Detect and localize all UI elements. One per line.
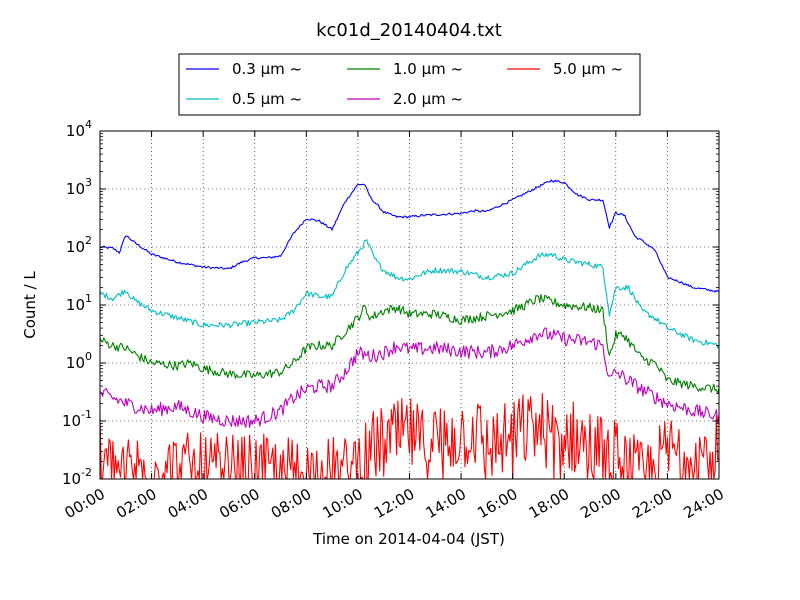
series-line-2	[99, 239, 720, 349]
x-tick-label: 06:00	[216, 485, 262, 522]
x-tick-label: 08:00	[268, 485, 314, 522]
legend-label: 5.0 μm ~	[553, 60, 623, 78]
series-line-3	[99, 294, 720, 394]
y-tick-label: 102	[66, 234, 92, 256]
x-tick-label: 22:00	[629, 485, 675, 522]
x-tick-label: 10:00	[319, 485, 365, 522]
y-tick-label: 104	[66, 118, 92, 140]
plot-series	[99, 179, 720, 480]
axis-ticks	[99, 130, 720, 480]
x-tick-label: 24:00	[681, 485, 727, 522]
series-line-1	[99, 179, 720, 293]
y-axis-label: Count / L	[21, 271, 39, 339]
x-tick-label: 00:00	[62, 485, 108, 522]
x-axis-label: Time on 2014-04-04 (JST)	[312, 530, 505, 548]
series-line-4	[99, 327, 720, 428]
grid	[100, 131, 719, 479]
y-tick-label: 100	[66, 350, 92, 372]
legend-label: 0.5 μm ~	[232, 90, 302, 108]
series-line-5	[99, 392, 720, 480]
y-tick-label: 10-2	[62, 466, 92, 488]
x-tick-label: 14:00	[423, 485, 469, 522]
x-tick-label: 02:00	[113, 485, 159, 522]
x-tick-label: 20:00	[577, 485, 623, 522]
x-tick-labels: 00:00 02:00 04:00 06:00 08:00 10:00 12:00 14:00…	[62, 485, 727, 522]
x-tick-label: 12:00	[371, 485, 417, 522]
legend-label: 1.0 μm ~	[393, 60, 463, 78]
legend-box	[178, 53, 641, 116]
y-tick-label: 10-1	[62, 408, 92, 430]
x-tick-label: 18:00	[526, 485, 572, 522]
y-tick-labels: 10-2 10-1 100 101 102 103 104	[62, 118, 92, 488]
chart-title: kc01d_20140404.txt	[316, 20, 502, 41]
x-tick-label: 16:00	[474, 485, 520, 522]
legend-label: 2.0 μm ~	[393, 90, 463, 108]
legend: 0.3 μm ~ 0.5 μm ~ 1.0 μm ~ 2.0 μm ~ 5.0 μm ~	[178, 53, 641, 116]
legend-label: 0.3 μm ~	[232, 60, 302, 78]
y-tick-label: 101	[66, 292, 92, 314]
y-tick-label: 103	[66, 176, 92, 198]
x-tick-label: 04:00	[165, 485, 211, 522]
